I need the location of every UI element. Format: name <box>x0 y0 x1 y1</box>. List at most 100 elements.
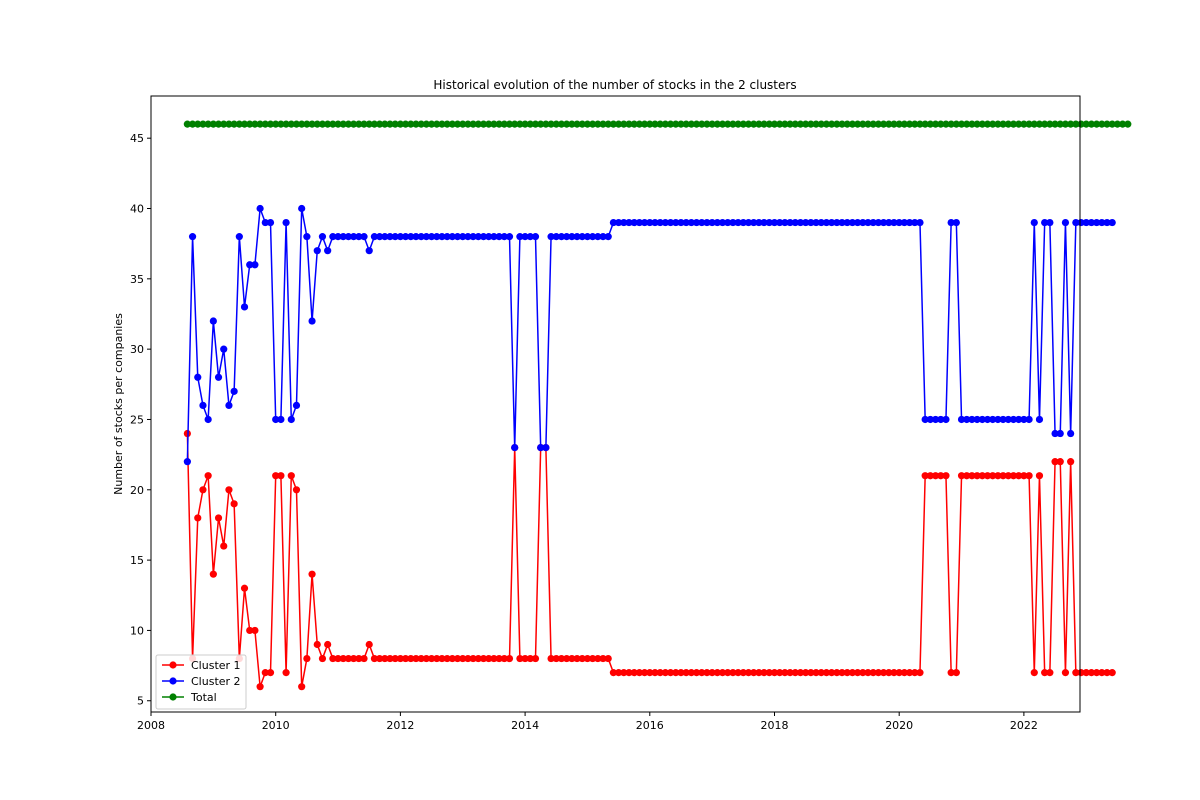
data-point <box>937 472 945 480</box>
data-point <box>516 120 524 128</box>
x-tick-label: 2012 <box>386 719 414 732</box>
data-point <box>386 120 394 128</box>
data-point <box>453 120 462 128</box>
data-point <box>874 120 883 128</box>
data-point <box>770 120 779 128</box>
data-point <box>703 218 711 227</box>
y-tick-label: 45 <box>130 132 144 145</box>
data-point <box>542 444 550 452</box>
data-point <box>1067 429 1075 438</box>
y-tick-label: 5 <box>137 695 144 708</box>
data-point <box>854 120 862 128</box>
data-point <box>848 669 857 677</box>
data-point <box>869 120 877 128</box>
data-point <box>983 472 992 480</box>
data-point <box>905 120 914 128</box>
data-point <box>734 218 742 227</box>
data-point <box>495 654 503 663</box>
data-point <box>625 218 633 227</box>
data-point <box>521 654 529 663</box>
data-point <box>656 669 664 677</box>
data-point <box>303 654 311 663</box>
data-point <box>256 204 264 213</box>
data-point <box>937 120 945 128</box>
data-point <box>781 669 789 677</box>
data-point <box>459 654 467 663</box>
data-point <box>895 218 903 227</box>
data-point <box>303 233 311 241</box>
data-point <box>802 120 810 128</box>
data-point <box>412 233 420 241</box>
data-point <box>630 218 638 227</box>
data-point <box>890 218 898 227</box>
data-point <box>744 120 753 128</box>
data-point <box>1087 218 1096 227</box>
data-point <box>230 120 238 128</box>
data-point <box>973 472 981 480</box>
data-point <box>921 472 929 480</box>
data-point <box>282 120 290 128</box>
data-point <box>214 120 223 128</box>
data-point <box>999 472 1007 480</box>
data-point <box>666 218 675 227</box>
data-point <box>407 233 415 241</box>
data-point <box>1015 120 1023 128</box>
data-point <box>282 669 290 677</box>
data-point <box>552 120 560 128</box>
data-point <box>724 669 732 677</box>
data-point <box>609 218 618 227</box>
y-tick-label: 15 <box>130 554 144 567</box>
data-point <box>334 120 342 128</box>
data-point <box>490 654 498 663</box>
data-point <box>968 415 976 424</box>
data-point <box>1025 472 1033 480</box>
data-point <box>895 669 903 677</box>
data-point <box>921 415 929 424</box>
data-point <box>942 120 950 128</box>
data-point <box>376 654 384 663</box>
data-point <box>443 654 451 663</box>
data-point <box>381 233 389 241</box>
data-point <box>438 120 446 128</box>
data-point <box>521 120 529 128</box>
data-point <box>895 120 903 128</box>
data-point <box>344 233 353 241</box>
data-point <box>1072 218 1080 227</box>
data-point <box>1077 120 1085 128</box>
y-tick-label: 10 <box>130 624 144 637</box>
data-point <box>885 120 893 128</box>
data-point <box>194 120 202 128</box>
data-point <box>1009 472 1018 480</box>
data-point <box>859 669 867 677</box>
data-point <box>479 233 488 241</box>
data-point <box>573 654 581 663</box>
data-point <box>433 120 441 128</box>
data-point <box>1020 120 1028 128</box>
data-point <box>630 669 638 677</box>
data-point <box>973 120 981 128</box>
data-point <box>360 120 368 128</box>
data-point <box>999 120 1007 128</box>
data-point <box>422 120 430 128</box>
data-point <box>698 120 706 128</box>
data-point <box>355 233 363 241</box>
data-point <box>963 472 971 480</box>
legend-label: Cluster 1 <box>191 659 241 672</box>
data-point <box>287 415 295 424</box>
data-point <box>214 373 223 381</box>
data-point <box>968 472 976 480</box>
data-point <box>350 654 358 663</box>
data-point <box>651 120 659 128</box>
data-point <box>651 669 659 677</box>
data-point <box>791 218 799 227</box>
data-point <box>407 120 415 128</box>
axes-frame <box>150 95 1081 713</box>
data-point <box>843 218 851 227</box>
data-point <box>931 472 940 480</box>
data-point <box>848 218 857 227</box>
data-point <box>1009 120 1018 128</box>
data-point <box>459 233 467 241</box>
data-point <box>1041 218 1049 227</box>
data-point <box>391 120 399 128</box>
